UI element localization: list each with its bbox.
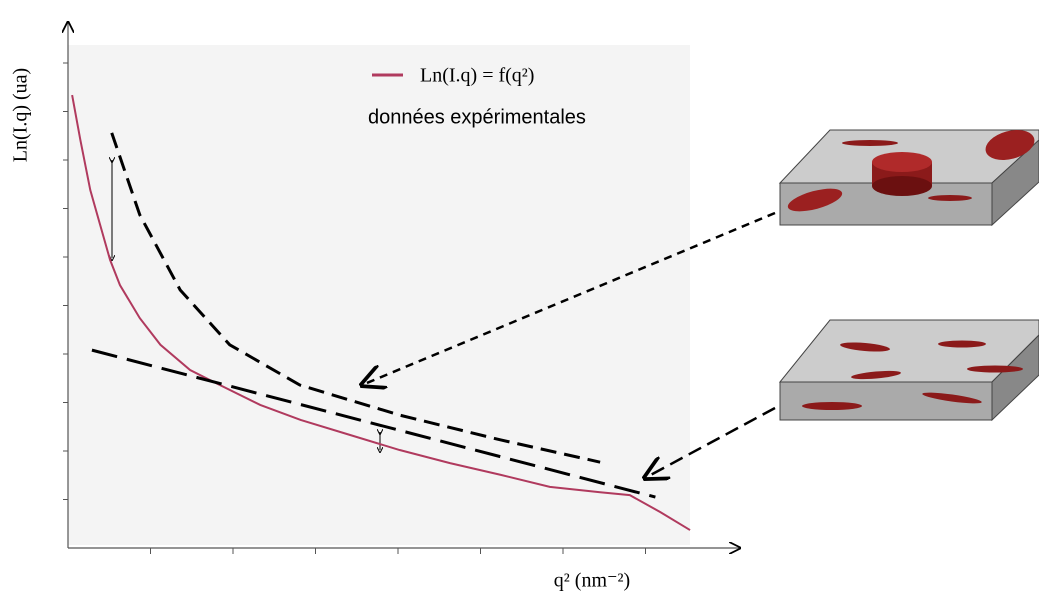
aggregated-diagram: [778, 129, 1039, 227]
legend-label: Ln(I.q) = f(q²): [420, 65, 534, 87]
legend-caption: données expérimentales: [368, 106, 586, 128]
plot-area: [68, 45, 690, 545]
x-axis-label: q² (nm⁻²): [554, 570, 630, 592]
fit-line: [110, 132, 601, 464]
fit-line: [91, 348, 656, 499]
data-line: [71, 94, 691, 531]
y-axis-label: Ln(I.q) (ua): [10, 68, 32, 162]
pointer-arrow: [645, 406, 776, 478]
exfoliated-diagram: [778, 319, 1039, 422]
pointer-arrow: [362, 211, 776, 385]
